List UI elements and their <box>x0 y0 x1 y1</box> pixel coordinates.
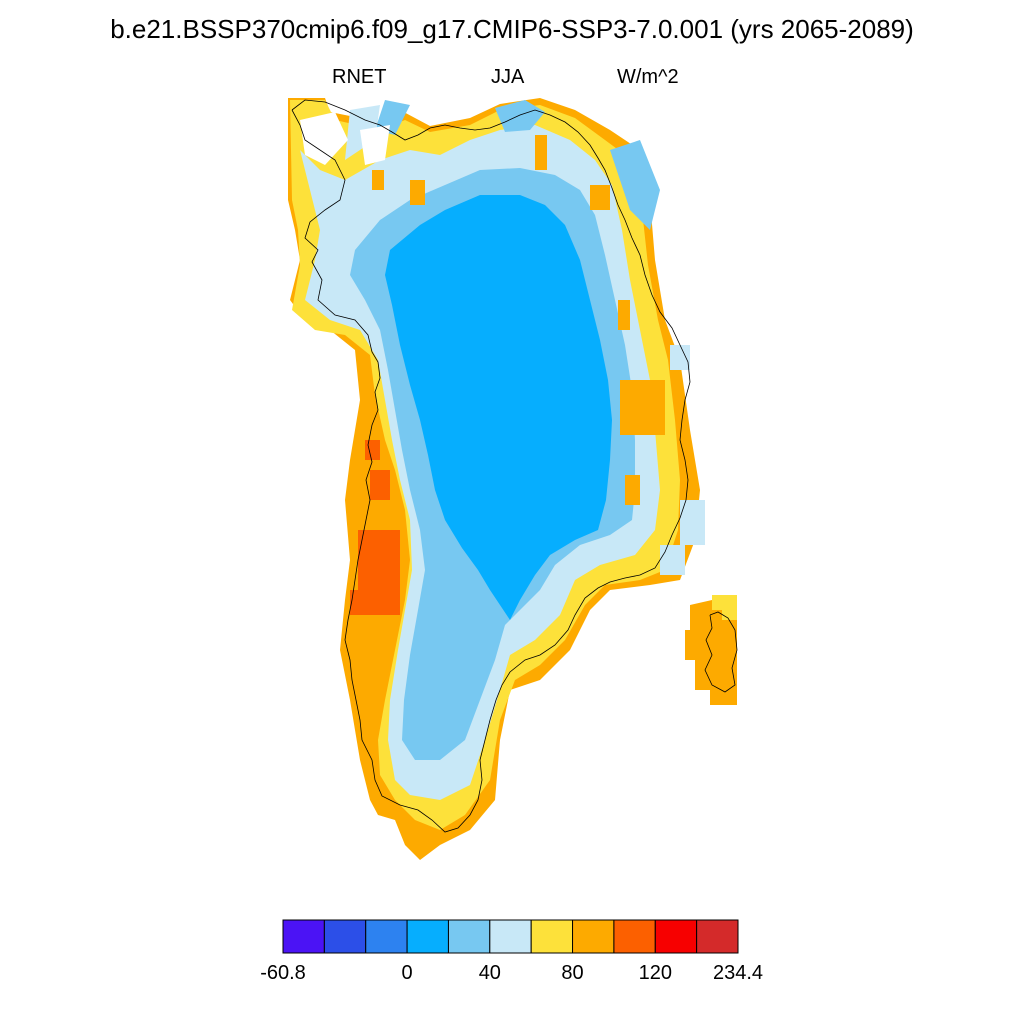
colorbar-swatch <box>530 919 574 954</box>
colorbar-swatch <box>365 919 408 954</box>
hotspot-cell <box>370 470 390 500</box>
edge-cell <box>670 345 690 370</box>
season-label: JJA <box>491 66 525 88</box>
hotspot-cell <box>618 300 630 330</box>
no-data-gap <box>300 112 348 165</box>
colorbar-tick-label: 120 <box>638 962 672 984</box>
hotspot-cell <box>372 170 384 190</box>
hotspot-cell <box>590 185 610 210</box>
plot-title: b.e21.BSSP370cmip6.f09_g17.CMIP6-SSP3-7.… <box>110 14 914 44</box>
hotspot-cell <box>620 380 665 435</box>
edge-cell <box>680 500 705 545</box>
colorbar-swatch <box>447 919 491 954</box>
colorbar-swatch <box>406 919 449 954</box>
hotspot-cell <box>625 475 640 505</box>
colorbar-swatch <box>489 919 532 954</box>
coastline-iceland <box>704 611 738 693</box>
north-fringe <box>495 100 545 132</box>
iceland-yellow <box>712 595 737 620</box>
colorbar-tick-label: 40 <box>478 962 501 984</box>
hotspot-cell <box>410 180 425 205</box>
no-data-gap <box>360 125 390 165</box>
colorbar-swatch <box>696 919 739 954</box>
variable-label: RNET <box>332 66 387 88</box>
hotspot-cell <box>350 590 365 615</box>
colorbar-swatch <box>572 919 615 954</box>
hotspot-cell <box>365 440 380 460</box>
coastline <box>291 99 691 833</box>
colorbar-swatch <box>282 919 325 954</box>
colorbar-tick-label: 234.4 <box>712 962 764 984</box>
colorbar-swatch <box>613 919 656 954</box>
iceland-region <box>685 595 737 705</box>
north-fringe <box>610 140 660 230</box>
hotspot-cell <box>535 135 547 170</box>
ice-sheet-interior <box>385 195 612 620</box>
colorbar-tick-label: 80 <box>561 962 584 984</box>
colorbar-swatch <box>654 919 698 954</box>
units-label: W/m^2 <box>617 66 679 88</box>
colorbar-swatch <box>323 919 367 954</box>
colorbar-tick-label: -60.8 <box>260 962 306 984</box>
edge-cell <box>660 545 685 575</box>
colorbar-tick-label: 0 <box>401 962 413 984</box>
